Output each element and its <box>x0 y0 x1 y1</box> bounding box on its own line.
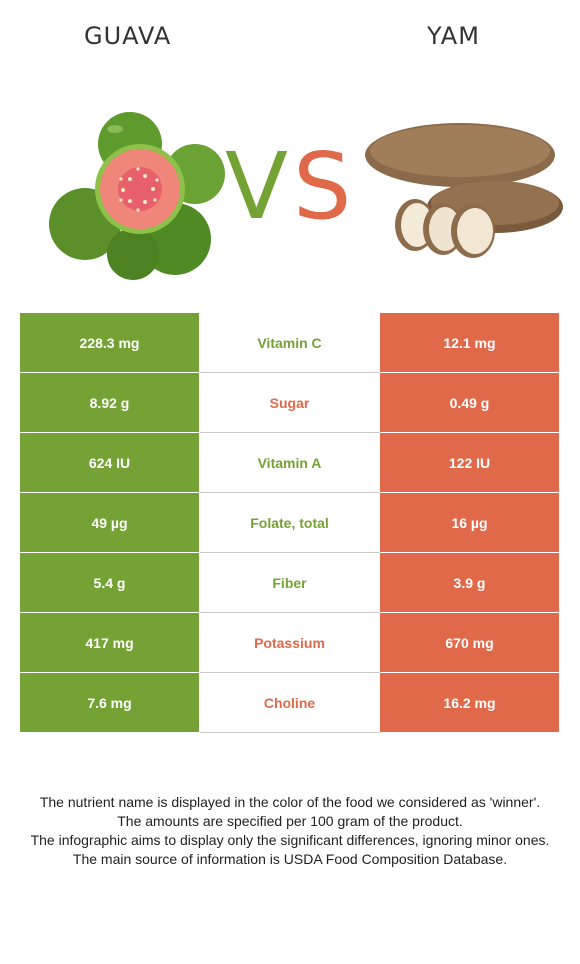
nutrient-name: Vitamin A <box>199 432 380 493</box>
left-food-value: 49 µg <box>20 492 200 553</box>
guava-image <box>49 112 225 280</box>
right-food-title: YAM <box>427 22 480 50</box>
left-food-value: 7.6 mg <box>20 672 200 733</box>
right-food-value: 12.1 mg <box>379 313 559 373</box>
table-row: 5.4 g Fiber 3.9 g <box>20 552 559 613</box>
nutrient-name: Potassium <box>199 612 380 673</box>
nutrient-name: Fiber <box>199 552 380 613</box>
table-row: 7.6 mg Choline 16.2 mg <box>20 672 559 733</box>
yam-image <box>365 123 563 258</box>
table-row: 624 IU Vitamin A 122 IU <box>20 432 559 493</box>
vs-mark: V S <box>225 140 351 230</box>
left-food-value: 228.3 mg <box>20 313 200 373</box>
right-food-value: 122 IU <box>379 432 559 493</box>
footnotes: The nutrient name is displayed in the co… <box>20 793 560 869</box>
nutrient-comparison-table: 228.3 mg Vitamin C 12.1 mg 8.92 g Sugar 0.49 … <box>20 313 559 733</box>
left-food-value: 8.92 g <box>20 372 200 433</box>
nutrient-name: Sugar <box>199 372 380 433</box>
vs-v-letter: V <box>225 140 288 230</box>
right-food-value: 16 µg <box>379 492 559 553</box>
nutrient-name: Choline <box>199 672 380 733</box>
table-row: 49 µg Folate, total 16 µg <box>20 492 559 553</box>
right-food-value: 670 mg <box>379 612 559 673</box>
footnote-aim: The infographic aims to display only the… <box>30 832 550 848</box>
left-food-title: GUAVA <box>84 22 172 50</box>
left-food-value: 417 mg <box>20 612 200 673</box>
footnote-amounts: The amounts are specified per 100 gram o… <box>117 813 463 829</box>
right-food-value: 3.9 g <box>379 552 559 613</box>
table-row: 228.3 mg Vitamin C 12.1 mg <box>20 313 559 373</box>
table-row: 417 mg Potassium 670 mg <box>20 612 559 673</box>
left-food-value: 5.4 g <box>20 552 200 613</box>
right-food-value: 16.2 mg <box>379 672 559 733</box>
vs-s-letter: S <box>293 140 351 230</box>
footnote-winner: The nutrient name is displayed in the co… <box>39 794 541 810</box>
nutrient-name: Vitamin C <box>199 313 380 373</box>
table-row: 8.92 g Sugar 0.49 g <box>20 372 559 433</box>
nutrient-name: Folate, total <box>199 492 380 553</box>
left-food-value: 624 IU <box>20 432 200 493</box>
right-food-value: 0.49 g <box>379 372 559 433</box>
footnote-source: The main source of information is USDA F… <box>72 851 508 867</box>
